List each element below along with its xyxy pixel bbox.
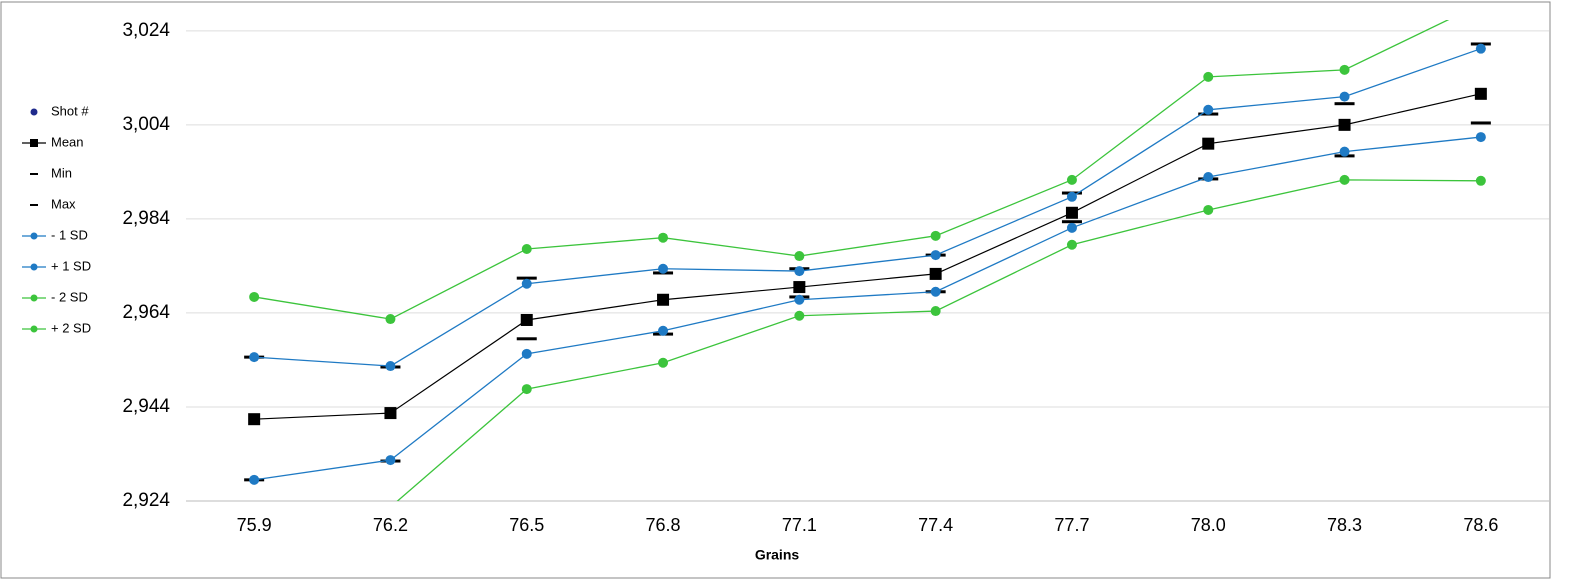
point bbox=[930, 230, 941, 241]
point bbox=[794, 251, 805, 262]
point bbox=[1475, 175, 1486, 186]
x-tick-label: 77.7 bbox=[1054, 515, 1089, 535]
x-tick-label: 78.3 bbox=[1327, 515, 1362, 535]
point bbox=[1339, 64, 1350, 75]
point bbox=[385, 361, 396, 372]
point bbox=[248, 413, 261, 426]
point bbox=[1474, 87, 1487, 100]
legend-label: Mean bbox=[51, 134, 84, 149]
point bbox=[249, 474, 260, 485]
y-tick-label: 2,944 bbox=[122, 396, 170, 417]
point bbox=[30, 108, 38, 116]
legend-label: + 1 SD bbox=[51, 258, 91, 273]
point bbox=[385, 314, 396, 325]
point bbox=[658, 263, 669, 274]
point bbox=[657, 293, 670, 306]
point bbox=[1203, 71, 1214, 82]
point bbox=[30, 204, 38, 206]
point bbox=[1066, 191, 1077, 202]
point bbox=[658, 325, 669, 336]
point bbox=[516, 337, 537, 341]
point bbox=[930, 306, 941, 317]
chart-border bbox=[0, 1, 1551, 579]
point bbox=[30, 173, 38, 175]
point bbox=[1061, 220, 1082, 224]
point bbox=[30, 232, 38, 240]
point bbox=[1334, 102, 1355, 106]
x-tick-label: 77.4 bbox=[918, 515, 953, 535]
point bbox=[794, 266, 805, 277]
point bbox=[1339, 91, 1350, 102]
point bbox=[249, 352, 260, 363]
point bbox=[1338, 118, 1351, 131]
legend-label: - 2 SD bbox=[51, 289, 88, 304]
series-line bbox=[254, 136, 1481, 481]
x-tick-label: 77.1 bbox=[782, 515, 817, 535]
point bbox=[30, 139, 38, 147]
x-tick-label: 76.8 bbox=[646, 515, 681, 535]
x-tick-label: 76.5 bbox=[509, 515, 544, 535]
point bbox=[1202, 137, 1215, 150]
y-tick-label: 2,924 bbox=[122, 490, 170, 511]
point bbox=[658, 232, 669, 243]
point bbox=[30, 294, 38, 302]
legend-label: + 2 SD bbox=[51, 320, 91, 335]
point bbox=[1339, 174, 1350, 185]
legend-label: Shot # bbox=[51, 103, 89, 118]
point bbox=[30, 325, 38, 333]
point bbox=[520, 313, 533, 326]
point bbox=[1066, 239, 1077, 250]
point bbox=[521, 278, 532, 289]
x-tick-label: 78.6 bbox=[1463, 515, 1498, 535]
series-line bbox=[254, 48, 1482, 367]
point bbox=[521, 348, 532, 359]
point bbox=[30, 263, 38, 271]
point bbox=[1475, 43, 1486, 54]
x-axis-label: Grains bbox=[755, 547, 800, 563]
point bbox=[1065, 206, 1078, 219]
point bbox=[384, 407, 397, 420]
y-tick-label: 2,964 bbox=[122, 302, 170, 323]
legend-label: - 1 SD bbox=[51, 227, 88, 242]
point bbox=[1203, 172, 1214, 183]
point bbox=[929, 267, 942, 280]
point bbox=[521, 384, 532, 395]
y-tick-label: 3,024 bbox=[122, 20, 170, 41]
series-line bbox=[254, 20, 1450, 320]
x-tick-label: 76.2 bbox=[373, 515, 408, 535]
point bbox=[794, 310, 805, 321]
point bbox=[793, 281, 806, 294]
point bbox=[516, 276, 537, 280]
series-line bbox=[396, 179, 1481, 501]
y-tick-label: 2,984 bbox=[122, 208, 170, 229]
point bbox=[930, 286, 941, 297]
point bbox=[1470, 121, 1491, 125]
point bbox=[1066, 222, 1077, 233]
point bbox=[794, 294, 805, 305]
point bbox=[1066, 174, 1077, 185]
y-tick-label: 3,004 bbox=[122, 114, 170, 135]
legend-label: Max bbox=[51, 196, 76, 211]
legend-label: Min bbox=[51, 165, 72, 180]
series-line bbox=[254, 93, 1481, 420]
point bbox=[249, 291, 260, 302]
x-tick-label: 75.9 bbox=[237, 515, 272, 535]
point bbox=[1203, 104, 1214, 115]
point bbox=[1475, 132, 1486, 143]
point bbox=[385, 455, 396, 466]
point bbox=[521, 243, 532, 254]
point bbox=[1203, 204, 1214, 215]
point bbox=[930, 250, 941, 261]
x-tick-label: 78.0 bbox=[1191, 515, 1226, 535]
point bbox=[658, 357, 669, 368]
point bbox=[1339, 146, 1350, 157]
